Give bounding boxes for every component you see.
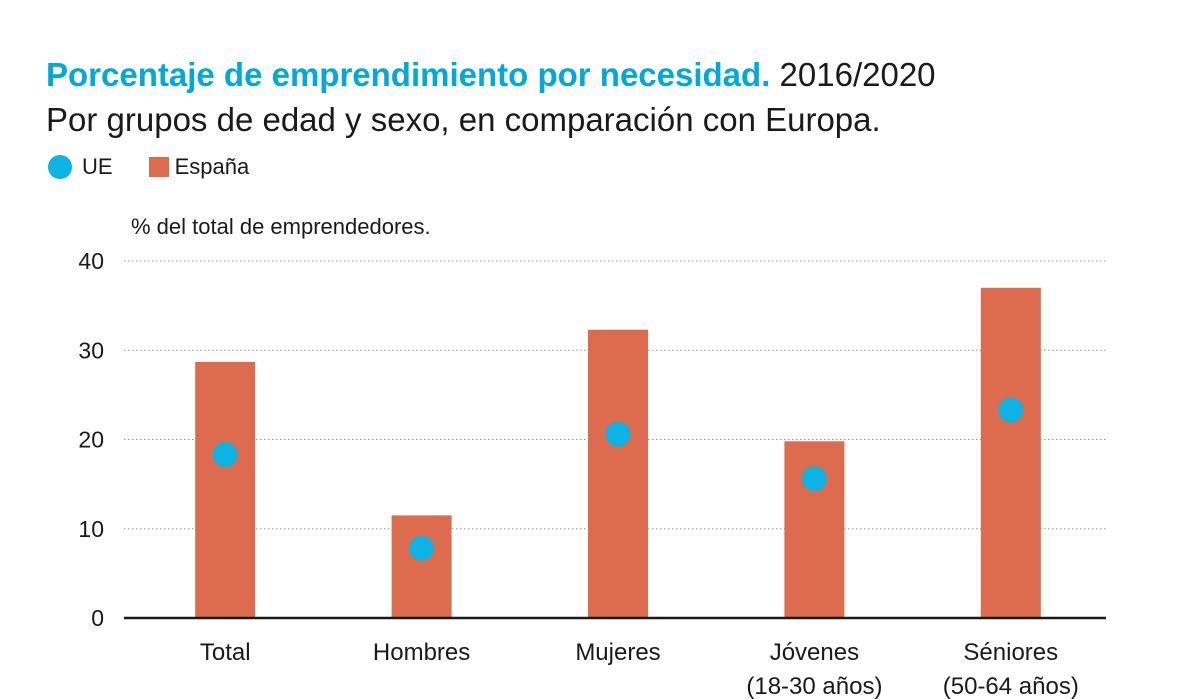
legend: UE España [48, 152, 285, 182]
bar-espana [195, 361, 256, 618]
y-tick-label: 40 [78, 248, 104, 274]
bar-espana [588, 329, 648, 618]
legend-espana-label: España [174, 154, 250, 179]
bar-espana [391, 515, 452, 618]
x-category-label: Séniores [963, 639, 1058, 666]
bar-espana [980, 287, 1041, 618]
dot-ue [998, 397, 1024, 423]
legend-item-ue: UE [48, 154, 113, 180]
x-category-label: (50-64 años) [943, 673, 1079, 699]
dot-ue [605, 421, 631, 447]
y-tick-label: 30 [78, 337, 104, 363]
chart-title: Porcentaje de emprendimiento por necesid… [46, 55, 936, 95]
legend-ue-marker [48, 155, 72, 179]
dot-ue [409, 535, 435, 561]
y-tick-label: 10 [78, 516, 104, 542]
legend-item-espana: España [148, 154, 250, 180]
y-axis-label: % del total de emprendedores. [131, 214, 431, 239]
chart-title-main: Porcentaje de emprendimiento por necesid… [46, 56, 771, 93]
x-category-label: Mujeres [575, 639, 660, 666]
chart-subtitle: Por grupos de edad y sexo, en comparació… [46, 101, 881, 138]
y-tick-label: 20 [78, 427, 104, 453]
x-category-label: Hombres [373, 639, 470, 666]
legend-ue-label: UE [82, 154, 113, 179]
x-category-label: Total [200, 639, 251, 666]
dot-ue [212, 442, 238, 468]
dot-ue [801, 466, 827, 492]
x-category-label: Jóvenes [770, 639, 859, 666]
y-tick-label: 0 [91, 605, 104, 631]
legend-espana-marker [148, 157, 169, 177]
x-category-label: (18-30 años) [746, 673, 882, 699]
chart-title-years: 2016/2020 [779, 56, 936, 93]
